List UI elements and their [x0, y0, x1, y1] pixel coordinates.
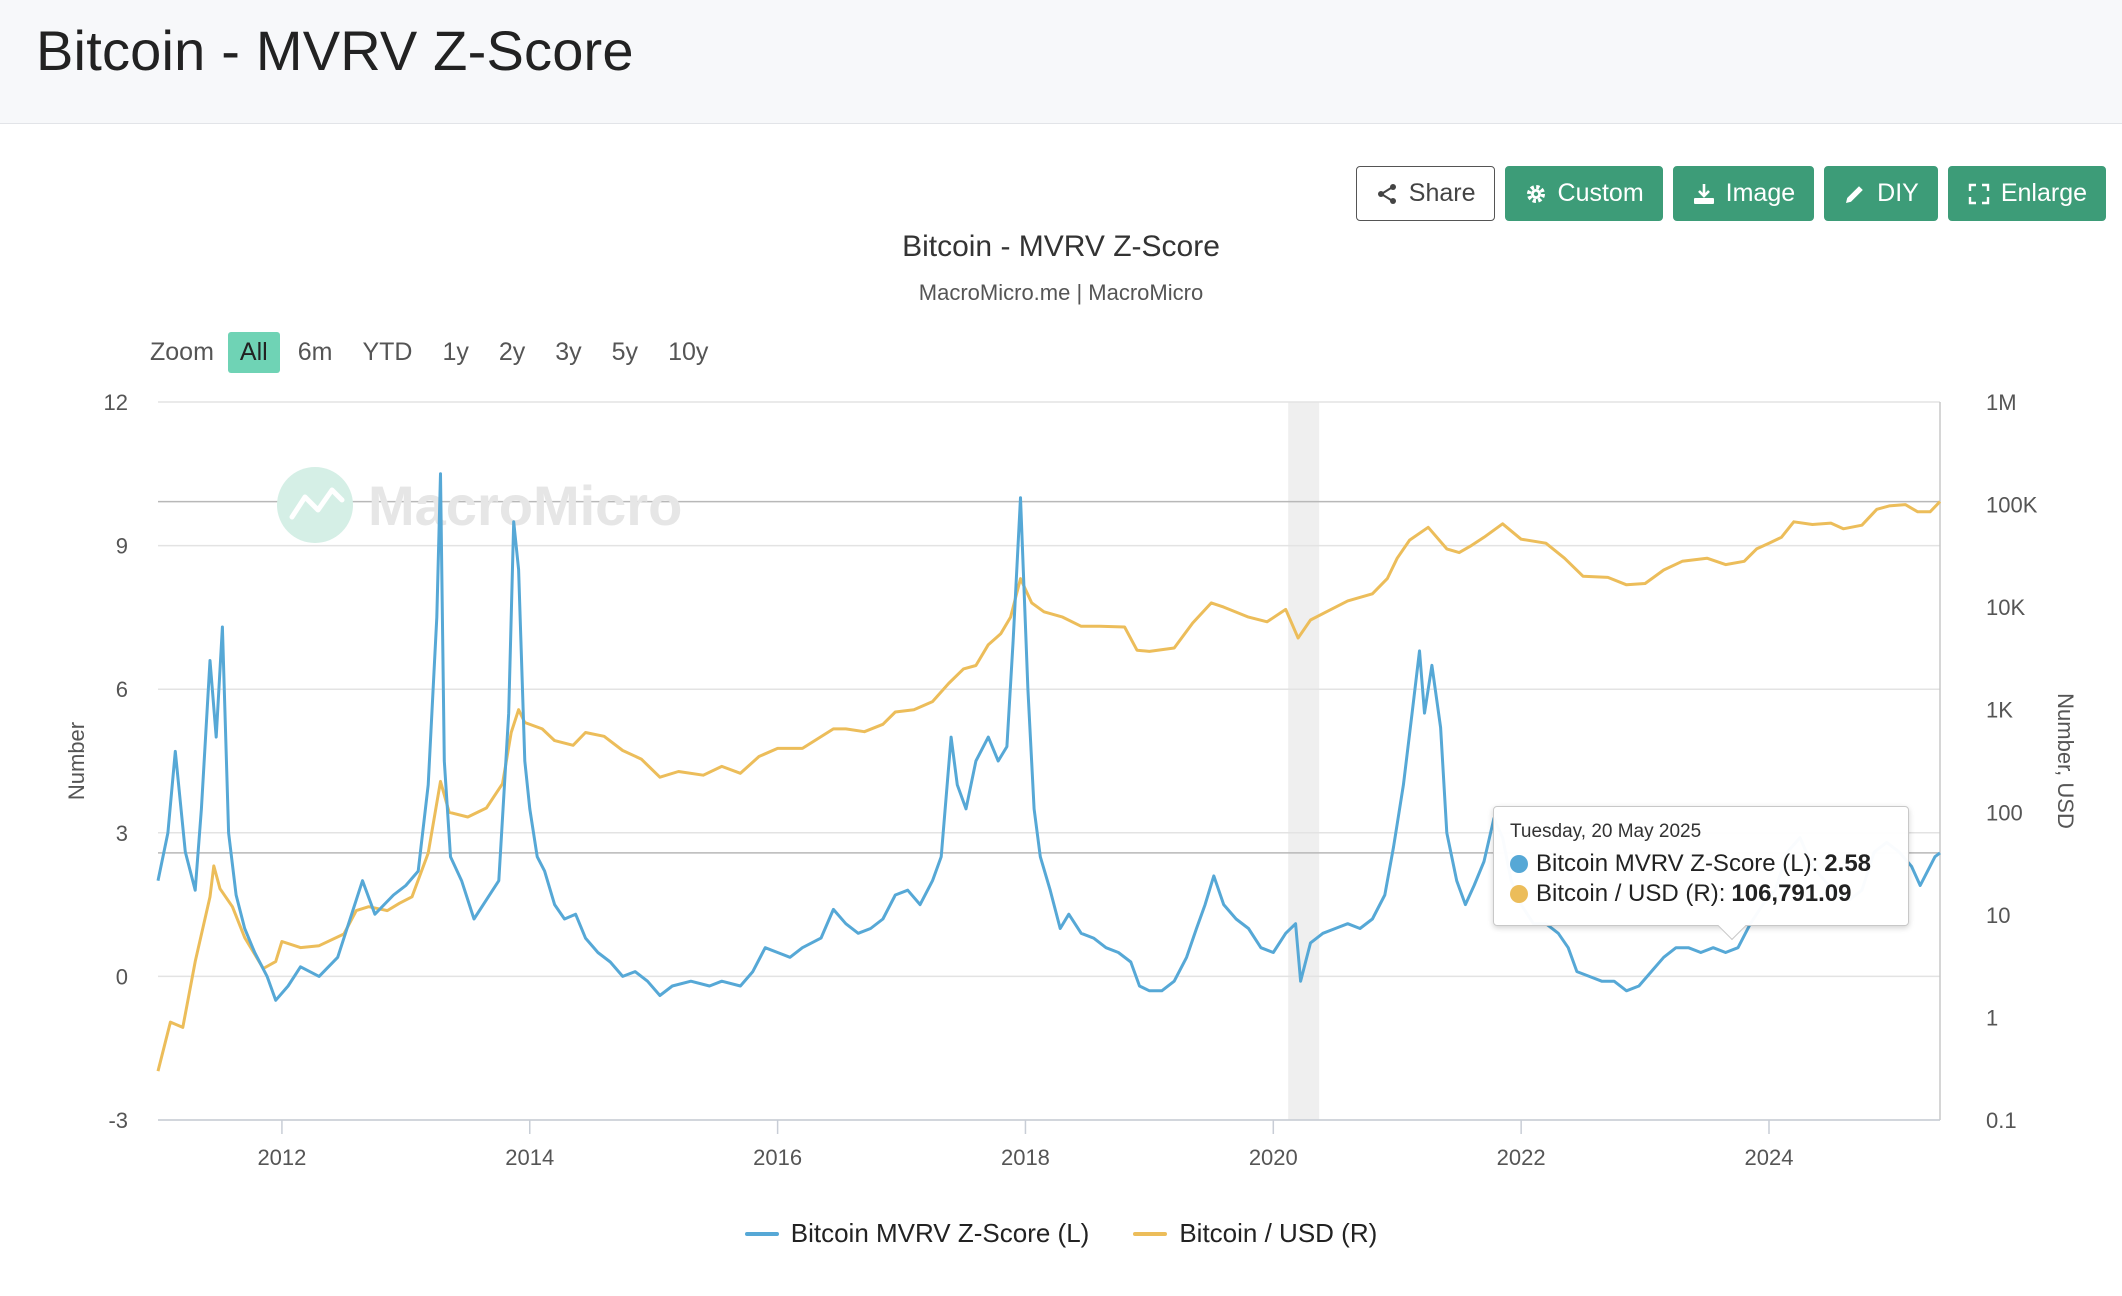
legend-swatch-mvrv: [744, 1231, 779, 1236]
expand-icon: [1968, 183, 1990, 204]
page-header: Bitcoin - MVRV Z-Score: [0, 0, 2122, 124]
left-tick-label: -3: [108, 1108, 128, 1133]
x-tick-label: 2012: [257, 1145, 306, 1170]
mvrv-series-line: [156, 472, 1941, 1002]
custom-button[interactable]: Custom: [1504, 166, 1663, 221]
x-tick-label: 2014: [505, 1145, 554, 1170]
right-tick-label: 100: [1986, 800, 2023, 825]
image-label: Image: [1725, 179, 1796, 207]
zoom-3y-button[interactable]: 3y: [555, 338, 582, 366]
right-tick-label: 1: [1986, 1005, 1998, 1030]
zoom-10y-button[interactable]: 10y: [668, 338, 709, 366]
zoom-2y-button[interactable]: 2y: [498, 338, 526, 366]
left-tick-label: 12: [104, 390, 128, 415]
left-tick-label: 6: [116, 677, 128, 702]
tooltip-date: Tuesday, 20 May 2025: [1510, 821, 1702, 842]
axes-layer: -3 0 3 6 9 12 0.1 1 10 100 1K 10K 100K 1M 2012 2014 2016…: [64, 390, 2078, 1170]
chart-subtitle: MacroMicro.me | MacroMicro: [918, 280, 1204, 305]
right-tick-label: 1M: [1986, 390, 2017, 415]
right-tick-label: 100K: [1986, 493, 2038, 518]
chart-tooltip: Tuesday, 20 May 2025 Bitcoin MVRV Z-Scor…: [1493, 806, 1909, 941]
zoom-ytd-button[interactable]: YTD: [362, 338, 413, 366]
right-axis-title: Number, USD: [2053, 693, 2078, 829]
tooltip-dot-price: [1510, 885, 1528, 903]
x-tick-label: 2016: [753, 1145, 802, 1170]
tooltip-label-mvrv: Bitcoin MVRV Z-Score (L):: [1536, 850, 1819, 877]
right-tick-label: 10: [1986, 903, 2010, 928]
legend-swatch-price: [1133, 1231, 1168, 1236]
watermark: MacroMicro: [277, 467, 682, 543]
tooltip-row-mvrv: Bitcoin MVRV Z-Score (L): 2.58: [1510, 849, 1892, 879]
tooltip-row-price: Bitcoin / USD (R): 106,791.09: [1510, 879, 1892, 909]
enlarge-label: Enlarge: [2000, 179, 2087, 207]
tooltip-label-price: Bitcoin / USD (R):: [1536, 880, 1726, 907]
zoom-label: Zoom: [150, 338, 214, 366]
chart-toolbar: Share Custom Image DIY Enlarge: [1355, 166, 2106, 221]
left-tick-label: 9: [116, 534, 128, 559]
price-series-line: [156, 500, 1942, 1072]
left-axis-title: Number: [64, 722, 89, 800]
share-icon: [1377, 183, 1396, 204]
watermark-text: MacroMicro: [368, 474, 682, 537]
chart-legend: Bitcoin MVRV Z-Score (L) Bitcoin / USD (…: [0, 1218, 2122, 1249]
zoom-selector: Zoom All 6m YTD 1y 2y 3y 5y 10y: [150, 332, 720, 373]
page-title: Bitcoin - MVRV Z-Score: [36, 19, 634, 82]
share-button[interactable]: Share: [1355, 166, 1495, 221]
tooltip-value-price: 106,791.09: [1731, 880, 1852, 907]
zoom-all-button[interactable]: All: [227, 332, 280, 373]
x-tick-label: 2018: [1001, 1145, 1050, 1170]
right-tick-label: 0.1: [1986, 1108, 2017, 1133]
download-icon: [1693, 183, 1714, 204]
left-tick-label: 0: [116, 964, 128, 989]
right-tick-label: 10K: [1986, 595, 2025, 620]
gear-icon: [1526, 184, 1545, 203]
zoom-5y-button[interactable]: 5y: [611, 338, 639, 366]
diy-label: DIY: [1877, 179, 1919, 207]
pencil-icon: [1846, 185, 1863, 203]
x-tick-label: 2024: [1745, 1145, 1794, 1170]
tooltip-value-mvrv: 2.58: [1824, 850, 1872, 877]
zoom-6m-button[interactable]: 6m: [297, 338, 333, 366]
legend-label-mvrv: Bitcoin MVRV Z-Score (L): [790, 1218, 1090, 1248]
right-tick-label: 1K: [1986, 698, 2013, 723]
chart-title: Bitcoin - MVRV Z-Score: [902, 230, 1220, 263]
x-tick-label: 2020: [1249, 1145, 1298, 1170]
x-tick-label: 2022: [1497, 1145, 1546, 1170]
zoom-1y-button[interactable]: 1y: [442, 338, 469, 366]
image-button[interactable]: Image: [1672, 166, 1815, 221]
series-layer: [156, 472, 1942, 1072]
legend-item-mvrv[interactable]: Bitcoin MVRV Z-Score (L): [744, 1218, 1090, 1249]
shaded-region: [1288, 402, 1320, 1120]
share-label: Share: [1408, 179, 1476, 207]
custom-label: Custom: [1557, 179, 1644, 207]
left-tick-label: 3: [116, 821, 128, 846]
legend-item-price[interactable]: Bitcoin / USD (R): [1133, 1218, 1377, 1249]
enlarge-button[interactable]: Enlarge: [1947, 166, 2106, 221]
legend-label-price: Bitcoin / USD (R): [1179, 1218, 1378, 1248]
tooltip-dot-mvrv: [1510, 855, 1528, 873]
diy-button[interactable]: DIY: [1824, 166, 1938, 221]
